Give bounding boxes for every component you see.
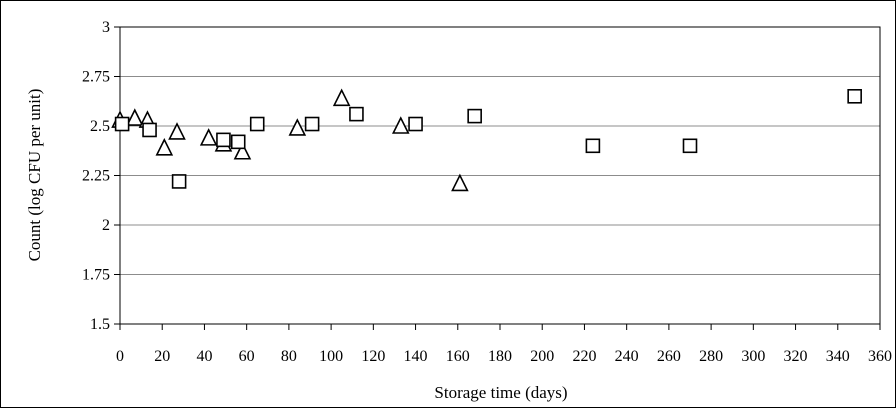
x-tick-label: 260	[657, 348, 681, 365]
triangle-marker	[168, 122, 186, 140]
y-tick-label: 2	[102, 217, 110, 234]
x-tick-label: 280	[699, 348, 723, 365]
x-tick-label: 300	[741, 348, 765, 365]
x-tick-label: 320	[784, 348, 808, 365]
x-axis-title: Storage time (days)	[434, 383, 567, 402]
x-tick-label: 120	[361, 348, 385, 365]
x-tick-label: 180	[488, 348, 512, 365]
square-marker	[467, 108, 482, 124]
square-marker	[230, 134, 246, 150]
x-tick-label: 40	[196, 348, 212, 365]
triangle-marker	[125, 108, 144, 126]
triangle-marker	[155, 137, 174, 156]
data-points	[111, 88, 862, 192]
y-tick-label: 3	[102, 19, 110, 36]
square-marker	[682, 138, 698, 154]
x-tick-label: 360	[868, 348, 892, 365]
y-tick-label: 1.5	[90, 316, 110, 333]
x-tick-label: 20	[154, 348, 170, 365]
x-tick-label: 0	[116, 348, 124, 365]
y-axis-title: Count (log CFU per unit)	[25, 89, 44, 262]
x-axis-ticks: 0 20 40 60 80 100 120 140 160 180 200 220 240 260 280 3…	[116, 324, 892, 365]
x-tick-label: 220	[572, 348, 596, 365]
x-tick-label: 240	[615, 348, 639, 365]
y-tick-label: 2.5	[90, 118, 110, 135]
square-marker	[304, 116, 320, 132]
triangle-marker	[199, 128, 218, 146]
x-tick-label: 340	[826, 348, 850, 365]
y-tick-label: 2.25	[82, 168, 110, 185]
square-marker	[171, 174, 187, 189]
y-tick-label: 2.75	[82, 69, 110, 86]
x-tick-label: 100	[319, 348, 343, 365]
square-marker	[249, 116, 265, 132]
x-tick-label: 160	[446, 348, 470, 365]
square-marker	[142, 122, 157, 138]
triangle-marker	[288, 118, 307, 136]
square-marker	[585, 138, 601, 154]
triangle-marker	[233, 141, 252, 160]
square-marker	[408, 116, 423, 132]
y-axis-ticks: 1.5 1.75 2 2.25 2.5 2.75 3	[82, 19, 120, 333]
triangle-marker	[451, 173, 469, 192]
x-tick-label: 200	[530, 348, 554, 365]
square-marker	[349, 106, 364, 122]
square-marker	[114, 116, 130, 132]
triangle-marker	[332, 88, 351, 107]
square-marker	[847, 89, 862, 104]
triangle-marker	[391, 116, 410, 134]
y-tick-label: 1.75	[82, 267, 110, 284]
x-tick-label: 60	[239, 348, 255, 365]
x-tick-label: 140	[404, 348, 428, 365]
x-tick-label: 80	[281, 348, 297, 365]
square-marker	[216, 132, 231, 148]
